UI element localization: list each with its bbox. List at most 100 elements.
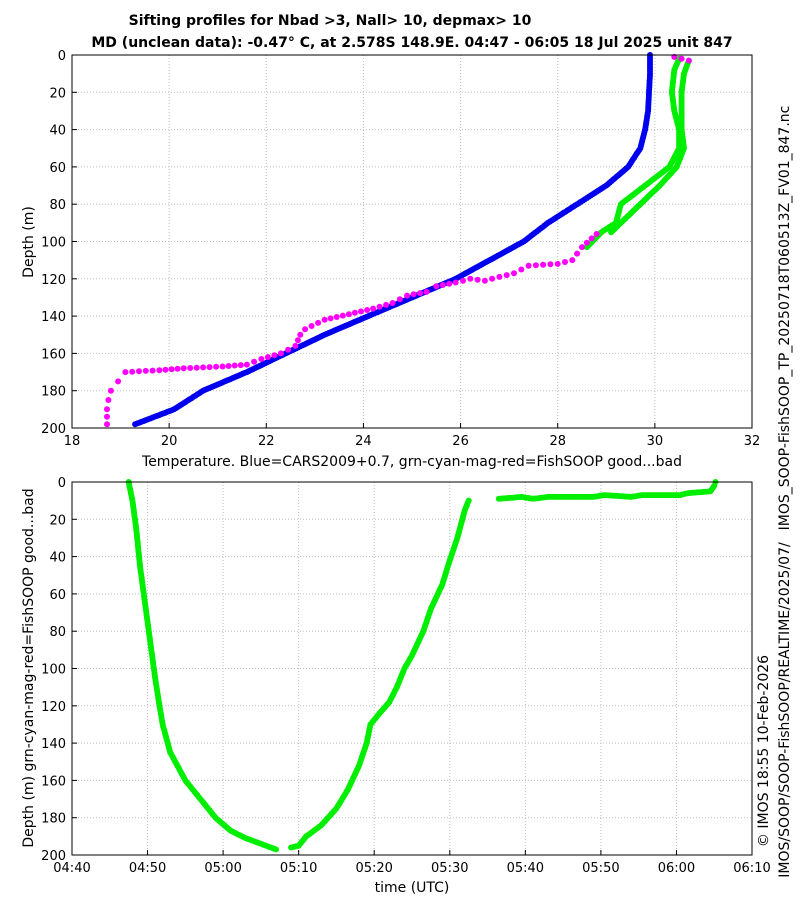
data-point bbox=[370, 305, 377, 312]
data-point bbox=[277, 350, 284, 357]
data-point bbox=[481, 277, 488, 284]
data-point bbox=[285, 346, 292, 353]
data-point bbox=[302, 326, 309, 333]
data-point bbox=[439, 282, 446, 288]
y-tick-label: 20 bbox=[49, 86, 66, 101]
bottom-y-ticks: 0 20 40 60 80 100 120 140 160 180 200 bbox=[41, 476, 77, 864]
data-point bbox=[465, 497, 472, 504]
y-tick-label: 160 bbox=[41, 774, 66, 789]
data-point bbox=[237, 362, 244, 369]
x-tick-label: 32 bbox=[744, 434, 761, 449]
y-tick-label: 100 bbox=[41, 663, 66, 678]
data-point bbox=[562, 259, 568, 265]
data-point bbox=[452, 279, 459, 286]
side-label-filename: IMOS_SOOP-FishSOOP_TP_20250718T060513Z_F… bbox=[777, 106, 793, 531]
data-point bbox=[685, 57, 692, 64]
data-point bbox=[503, 272, 510, 279]
data-point bbox=[243, 361, 250, 368]
data-point bbox=[588, 235, 595, 242]
data-point bbox=[345, 311, 352, 318]
data-point bbox=[417, 290, 424, 297]
data-point bbox=[423, 288, 430, 295]
data-point bbox=[104, 421, 110, 428]
data-point bbox=[292, 342, 299, 349]
bottom-chart-grid bbox=[72, 482, 752, 855]
data-point bbox=[351, 309, 358, 316]
top-y-axis-label: Depth (m) bbox=[21, 206, 37, 278]
data-point bbox=[107, 387, 114, 394]
data-point bbox=[213, 363, 220, 370]
bottom-chart-marks bbox=[125, 479, 719, 853]
series-good-1 bbox=[583, 55, 683, 251]
data-point bbox=[532, 262, 539, 269]
y-tick-label: 0 bbox=[58, 49, 66, 64]
data-point bbox=[376, 303, 383, 310]
data-point bbox=[122, 369, 129, 376]
data-point bbox=[273, 846, 279, 853]
data-point bbox=[206, 364, 213, 371]
data-point bbox=[104, 413, 110, 420]
x-tick-label: 30 bbox=[647, 434, 664, 449]
y-tick-label: 180 bbox=[41, 812, 66, 827]
data-point bbox=[489, 275, 496, 282]
data-point bbox=[525, 262, 532, 269]
data-point bbox=[460, 277, 466, 284]
bottom-y-axis-label: Depth (m) grn-cyan-mag-red=FishSOOP good… bbox=[21, 488, 37, 847]
data-point bbox=[474, 276, 481, 283]
series-cars-0 bbox=[132, 52, 653, 428]
x-tick-label: 06:10 bbox=[733, 861, 770, 876]
data-point bbox=[358, 308, 364, 315]
data-point bbox=[136, 368, 142, 375]
data-point bbox=[554, 260, 561, 267]
series-mag-3 bbox=[104, 53, 692, 428]
y-tick-label: 100 bbox=[41, 236, 66, 251]
data-point bbox=[308, 323, 315, 329]
data-point bbox=[193, 364, 200, 371]
x-tick-label: 05:40 bbox=[507, 861, 544, 876]
data-point bbox=[315, 319, 322, 326]
data-point bbox=[174, 365, 181, 372]
depth-time-chart: 04:40 04:50 05:00 05:10 05:20 05:30 05:40 05:50… bbox=[21, 476, 771, 896]
y-tick-label: 120 bbox=[41, 273, 66, 288]
x-tick-label: 22 bbox=[258, 434, 275, 449]
data-point bbox=[162, 366, 169, 373]
data-point bbox=[547, 261, 554, 268]
data-point bbox=[467, 275, 474, 282]
data-point bbox=[383, 301, 390, 308]
data-point bbox=[433, 283, 440, 290]
side-label-path: IMOS/SOOP/SOOP-FishSOOP/REALTIME/2025/07… bbox=[777, 542, 793, 878]
series-good-1 bbox=[288, 497, 472, 851]
y-tick-label: 40 bbox=[49, 551, 66, 566]
data-point bbox=[339, 312, 346, 319]
y-tick-label: 180 bbox=[41, 385, 66, 400]
figure-title-line1: Sifting profiles for Nbad >3, Nall> 10, … bbox=[129, 13, 532, 29]
x-tick-label: 04:40 bbox=[53, 861, 90, 876]
y-tick-label: 60 bbox=[49, 161, 66, 176]
x-tick-label: 20 bbox=[161, 434, 178, 449]
data-point bbox=[264, 354, 271, 361]
x-tick-label: 06:00 bbox=[658, 861, 695, 876]
y-tick-label: 20 bbox=[49, 513, 66, 528]
series-good-0 bbox=[125, 479, 279, 853]
data-point bbox=[608, 229, 615, 236]
x-tick-label: 28 bbox=[549, 434, 566, 449]
x-tick-label: 05:10 bbox=[280, 861, 317, 876]
top-x-axis-label: Temperature. Blue=CARS2009+0.7, grn-cyan… bbox=[141, 454, 682, 470]
y-tick-label: 80 bbox=[49, 625, 66, 640]
y-tick-label: 40 bbox=[49, 124, 66, 139]
figure-title-line2: MD (unclean data): -0.47° C, at 2.578S 1… bbox=[91, 35, 732, 51]
y-tick-label: 0 bbox=[58, 476, 66, 491]
data-point bbox=[579, 244, 585, 251]
x-tick-label: 05:20 bbox=[355, 861, 392, 876]
top-x-ticks: 18 20 22 24 26 28 30 32 bbox=[64, 423, 761, 449]
data-point bbox=[187, 365, 194, 371]
data-point bbox=[258, 356, 265, 362]
data-point bbox=[333, 314, 340, 320]
top-y-ticks: 0 20 40 60 80 100 120 140 160 180 200 bbox=[41, 49, 77, 437]
data-point bbox=[156, 367, 163, 374]
data-point bbox=[327, 315, 334, 322]
temperature-profile-chart: 18 20 22 24 26 28 30 32 0 20 40 60 80 100 120 140 160 18… bbox=[21, 49, 760, 470]
x-tick-label: 05:00 bbox=[204, 861, 241, 876]
